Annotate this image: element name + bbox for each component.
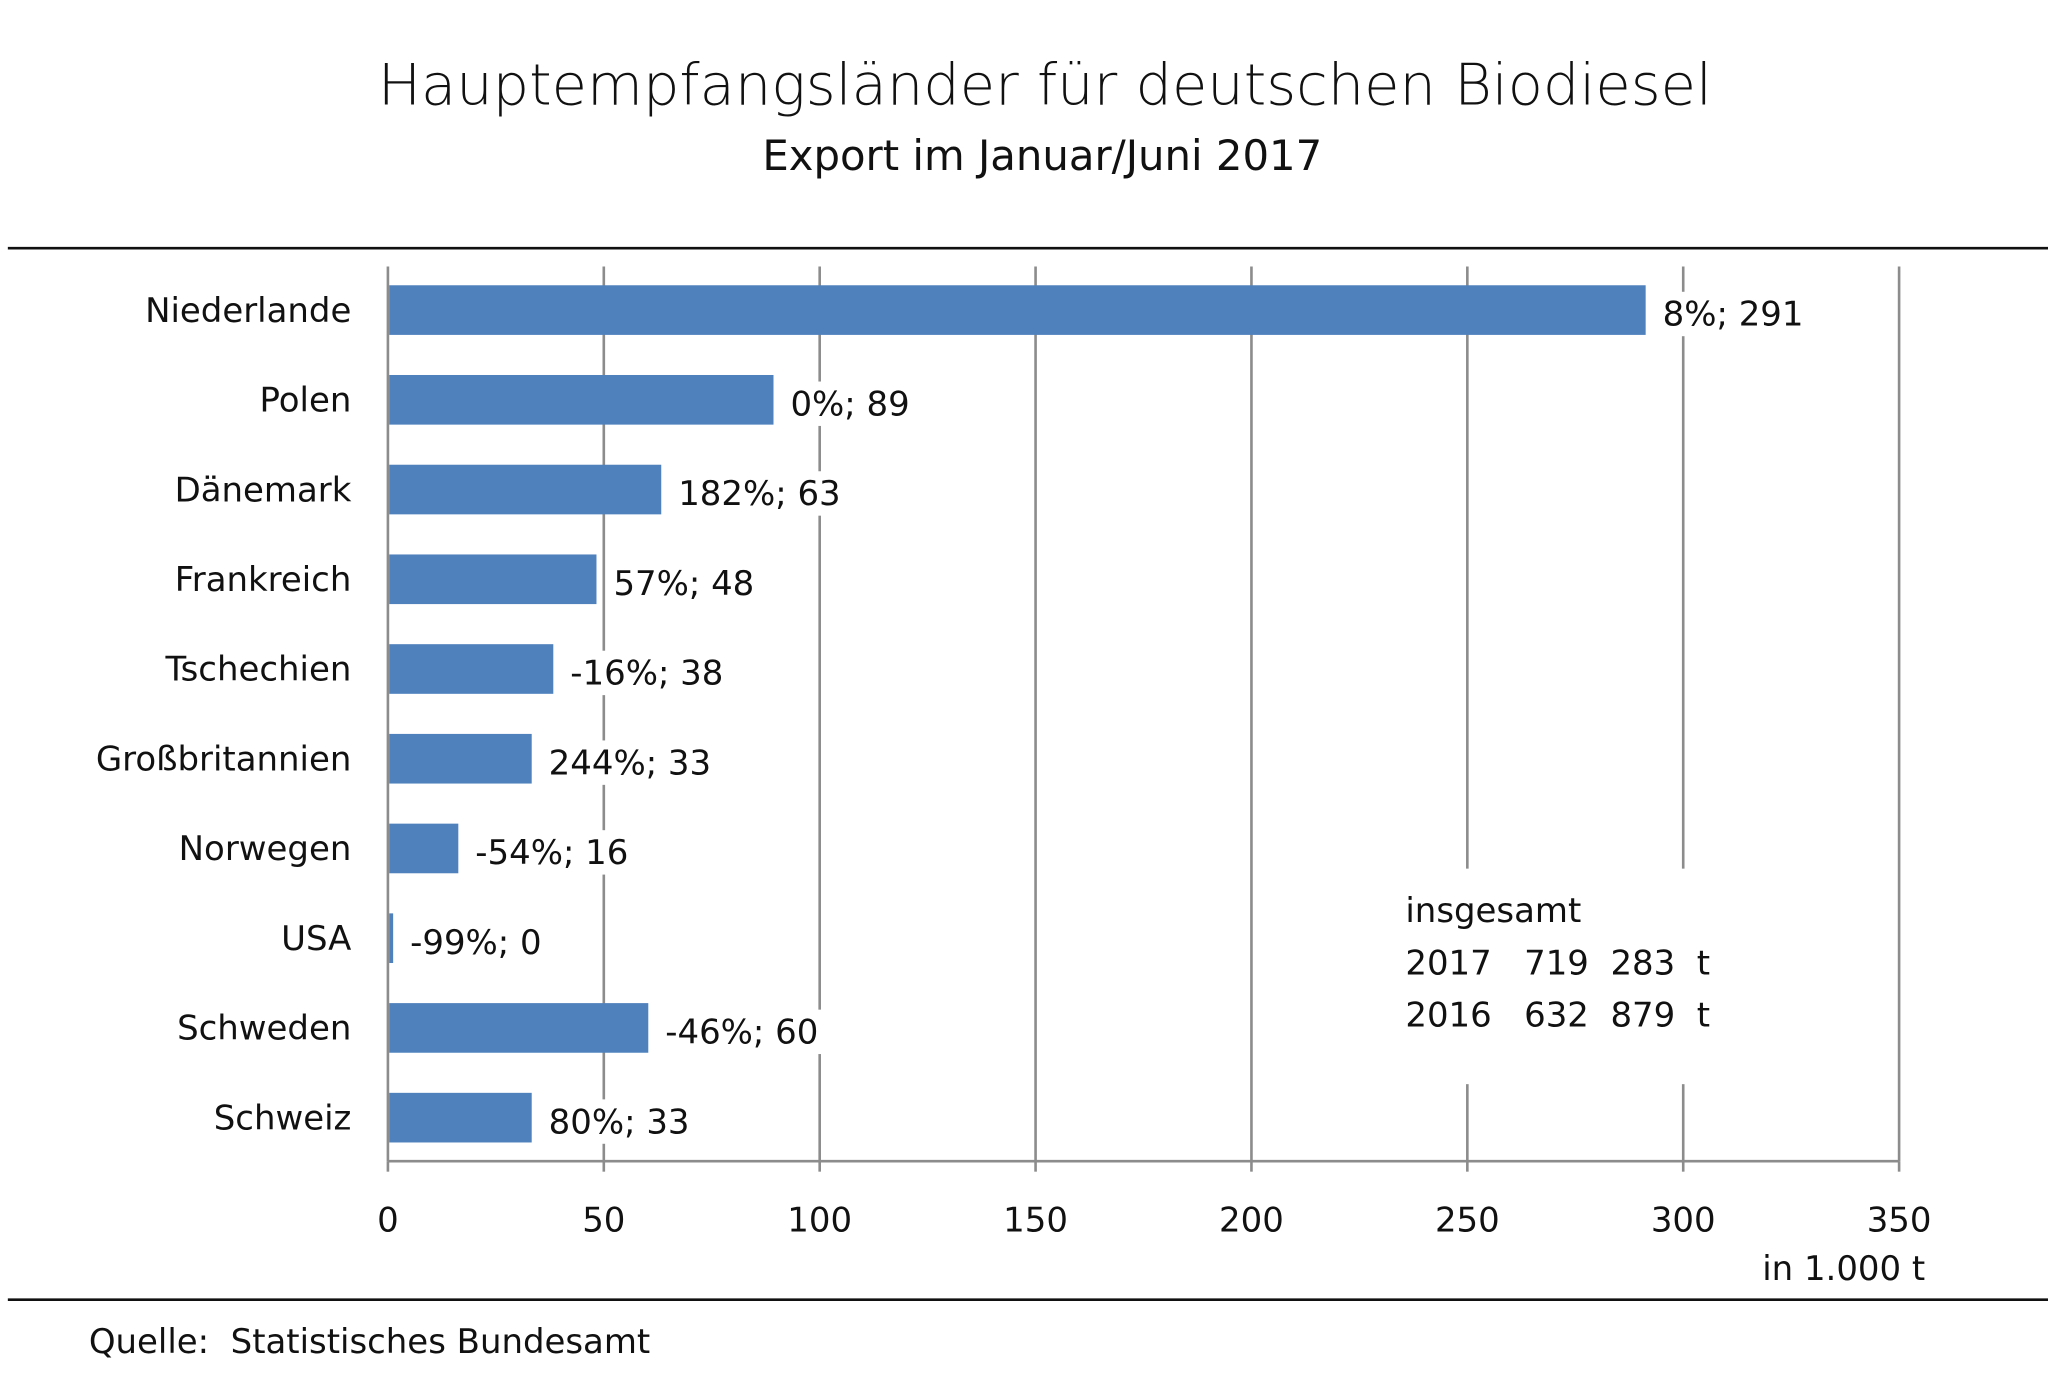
x-tick-label: 350: [1867, 1201, 1932, 1241]
category-label: Norwegen: [179, 829, 352, 869]
x-tick-label: 100: [787, 1201, 852, 1241]
category-label: Dänemark: [175, 470, 352, 510]
data-label: -46%; 60: [665, 1013, 818, 1053]
data-label: 182%; 63: [678, 474, 840, 514]
bar: [389, 374, 774, 425]
bar: [389, 1003, 649, 1053]
chart-title: Hauptempfangsländer für deutschen Biodie…: [378, 52, 1712, 119]
x-tick-label: 150: [1003, 1201, 1068, 1241]
category-label: Tschechien: [165, 650, 352, 690]
category-label: USA: [281, 919, 351, 959]
data-label: -99%; 0: [410, 923, 542, 963]
category-label: Niederlande: [145, 291, 351, 331]
source-note: Quelle: Statistisches Bundesamt: [89, 1322, 650, 1362]
x-tick-label: 250: [1435, 1201, 1500, 1241]
bar: [389, 913, 394, 964]
data-label: 8%; 291: [1663, 295, 1804, 335]
category-label: Großbritannien: [96, 739, 352, 779]
category-label: Frankreich: [175, 560, 352, 600]
data-label: -16%; 38: [570, 654, 723, 694]
annotation-heading: insgesamt: [1405, 891, 1581, 931]
bar: [389, 464, 662, 515]
x-tick-label: 0: [377, 1201, 399, 1241]
x-axis-unit: in 1.000 t: [1762, 1249, 1925, 1289]
data-label: 57%; 48: [613, 564, 754, 604]
category-label: Polen: [260, 381, 352, 421]
data-label: 0%; 89: [790, 384, 909, 424]
total-annotation: insgesamt 2017 719 283 t 2016 632 879 t: [1394, 868, 1710, 1085]
bar: [389, 733, 532, 784]
annotation-line-2016: 2016 632 879 t: [1405, 996, 1710, 1036]
bar: [389, 285, 1646, 335]
data-label: 244%; 33: [549, 743, 711, 783]
bar: [389, 1092, 532, 1143]
bar: [389, 554, 597, 605]
annotation-line-2017: 2017 719 283 t: [1405, 943, 1710, 983]
data-label: 80%; 33: [549, 1102, 690, 1142]
category-label: Schweiz: [214, 1098, 352, 1138]
x-tick-label: 50: [582, 1201, 625, 1241]
bar: [389, 823, 459, 874]
bar: [389, 644, 554, 694]
x-tick-label: 300: [1651, 1201, 1716, 1241]
data-label: -54%; 16: [475, 833, 628, 873]
x-tick-label: 200: [1219, 1201, 1284, 1241]
category-label: Schweden: [177, 1009, 351, 1049]
chart-subtitle: Export im Januar/Juni 2017: [762, 131, 1322, 180]
